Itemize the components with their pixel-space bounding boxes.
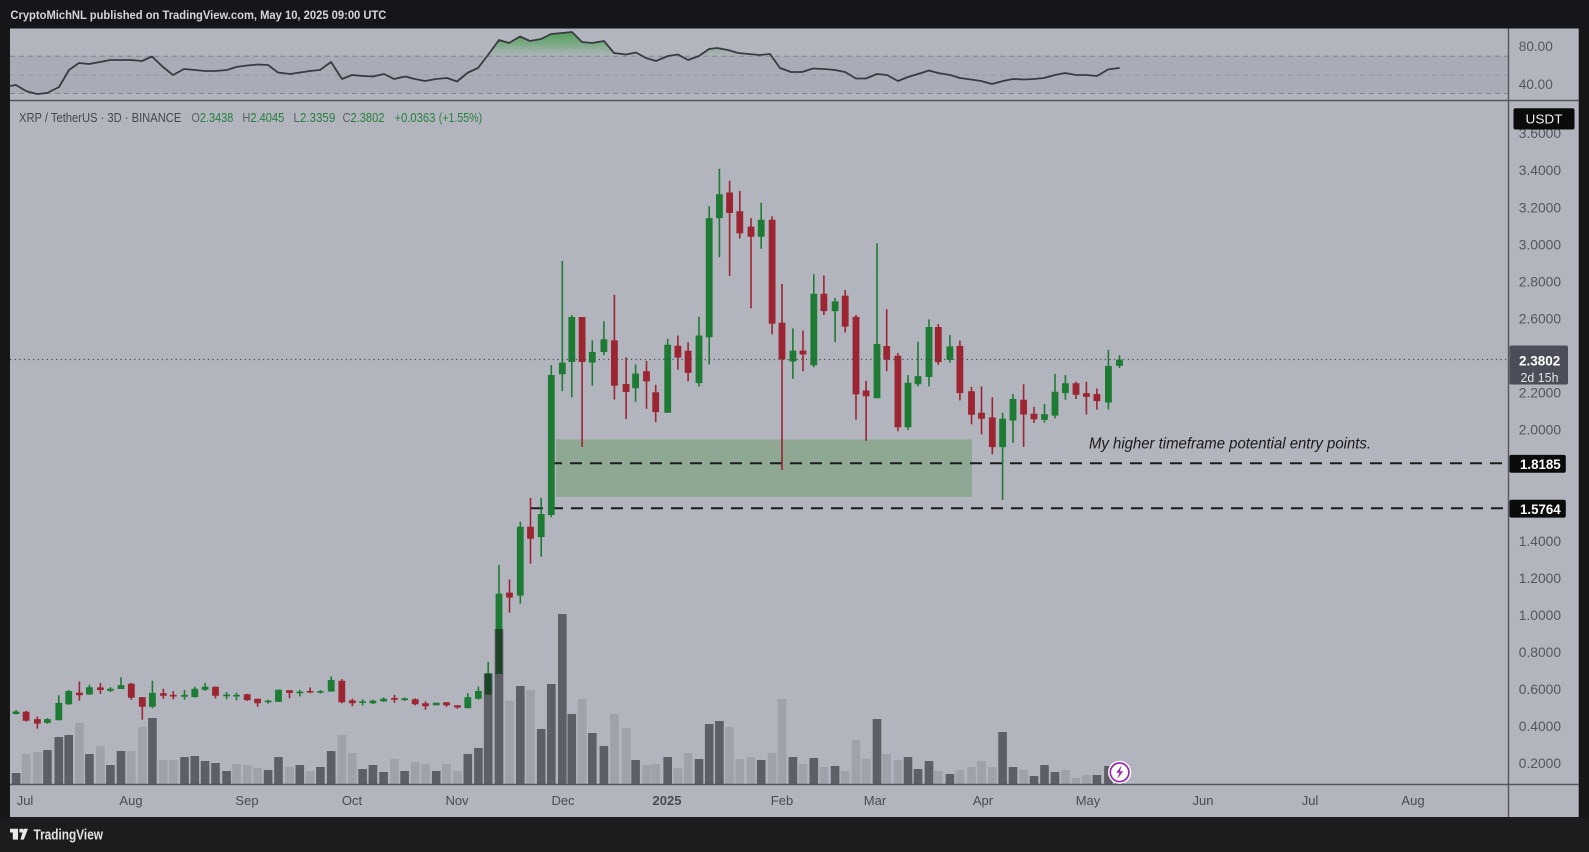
svg-text:0.6000: 0.6000 <box>1519 681 1561 697</box>
svg-text:My higher timeframe potential: My higher timeframe potential entry poin… <box>1089 436 1371 453</box>
svg-text:Feb: Feb <box>771 793 793 808</box>
svg-text:Jun: Jun <box>1193 793 1214 808</box>
svg-text:USDT: USDT <box>1526 112 1563 127</box>
svg-text:0.2000: 0.2000 <box>1519 755 1561 771</box>
svg-text:Oct: Oct <box>342 793 363 808</box>
svg-text:2.6000: 2.6000 <box>1519 310 1561 326</box>
svg-text:Dec: Dec <box>551 793 575 808</box>
svg-text:3.4000: 3.4000 <box>1519 162 1561 178</box>
svg-text:2025: 2025 <box>653 793 682 808</box>
svg-text:Mar: Mar <box>864 793 887 808</box>
svg-text:Aug: Aug <box>1401 793 1424 808</box>
svg-text:Jul: Jul <box>17 793 34 808</box>
svg-text:O2.3438: O2.3438 <box>191 110 233 125</box>
svg-text:2d 15h: 2d 15h <box>1521 370 1559 385</box>
svg-text:1.0000: 1.0000 <box>1519 607 1561 623</box>
svg-text:Jul: Jul <box>1302 793 1319 808</box>
svg-text:XRP / TetherUS · 3D · BINANCE: XRP / TetherUS · 3D · BINANCE <box>19 110 182 125</box>
svg-text:H2.4045: H2.4045 <box>242 110 284 125</box>
svg-text:(+1.55%): (+1.55%) <box>439 110 483 125</box>
svg-text:2.2000: 2.2000 <box>1519 385 1561 401</box>
svg-text:Apr: Apr <box>973 793 994 808</box>
svg-text:May: May <box>1076 793 1101 808</box>
svg-text:1.5764: 1.5764 <box>1520 501 1561 517</box>
svg-text:Nov: Nov <box>445 793 469 808</box>
svg-text:TradingView: TradingView <box>34 827 104 843</box>
svg-text:80.00: 80.00 <box>1519 38 1553 54</box>
svg-text:1.8185: 1.8185 <box>1520 456 1561 472</box>
svg-text:C2.3802: C2.3802 <box>343 110 385 125</box>
svg-text:Sep: Sep <box>235 793 258 808</box>
svg-text:1.2000: 1.2000 <box>1519 570 1561 586</box>
svg-text:CryptoMichNL published on Trad: CryptoMichNL published on TradingView.co… <box>10 8 386 22</box>
svg-text:3.0000: 3.0000 <box>1519 236 1561 252</box>
svg-text:3.2000: 3.2000 <box>1519 199 1561 215</box>
svg-text:+0.0363: +0.0363 <box>395 110 436 125</box>
svg-text:2.0000: 2.0000 <box>1519 422 1561 438</box>
svg-text:1.4000: 1.4000 <box>1519 533 1561 549</box>
svg-text:2.8000: 2.8000 <box>1519 273 1561 289</box>
svg-text:0.4000: 0.4000 <box>1519 718 1561 734</box>
svg-text:Aug: Aug <box>119 793 142 808</box>
svg-text:40.00: 40.00 <box>1519 76 1553 92</box>
svg-text:2.3802: 2.3802 <box>1519 353 1560 369</box>
svg-text:L2.3359: L2.3359 <box>293 110 335 125</box>
svg-text:0.8000: 0.8000 <box>1519 644 1561 660</box>
